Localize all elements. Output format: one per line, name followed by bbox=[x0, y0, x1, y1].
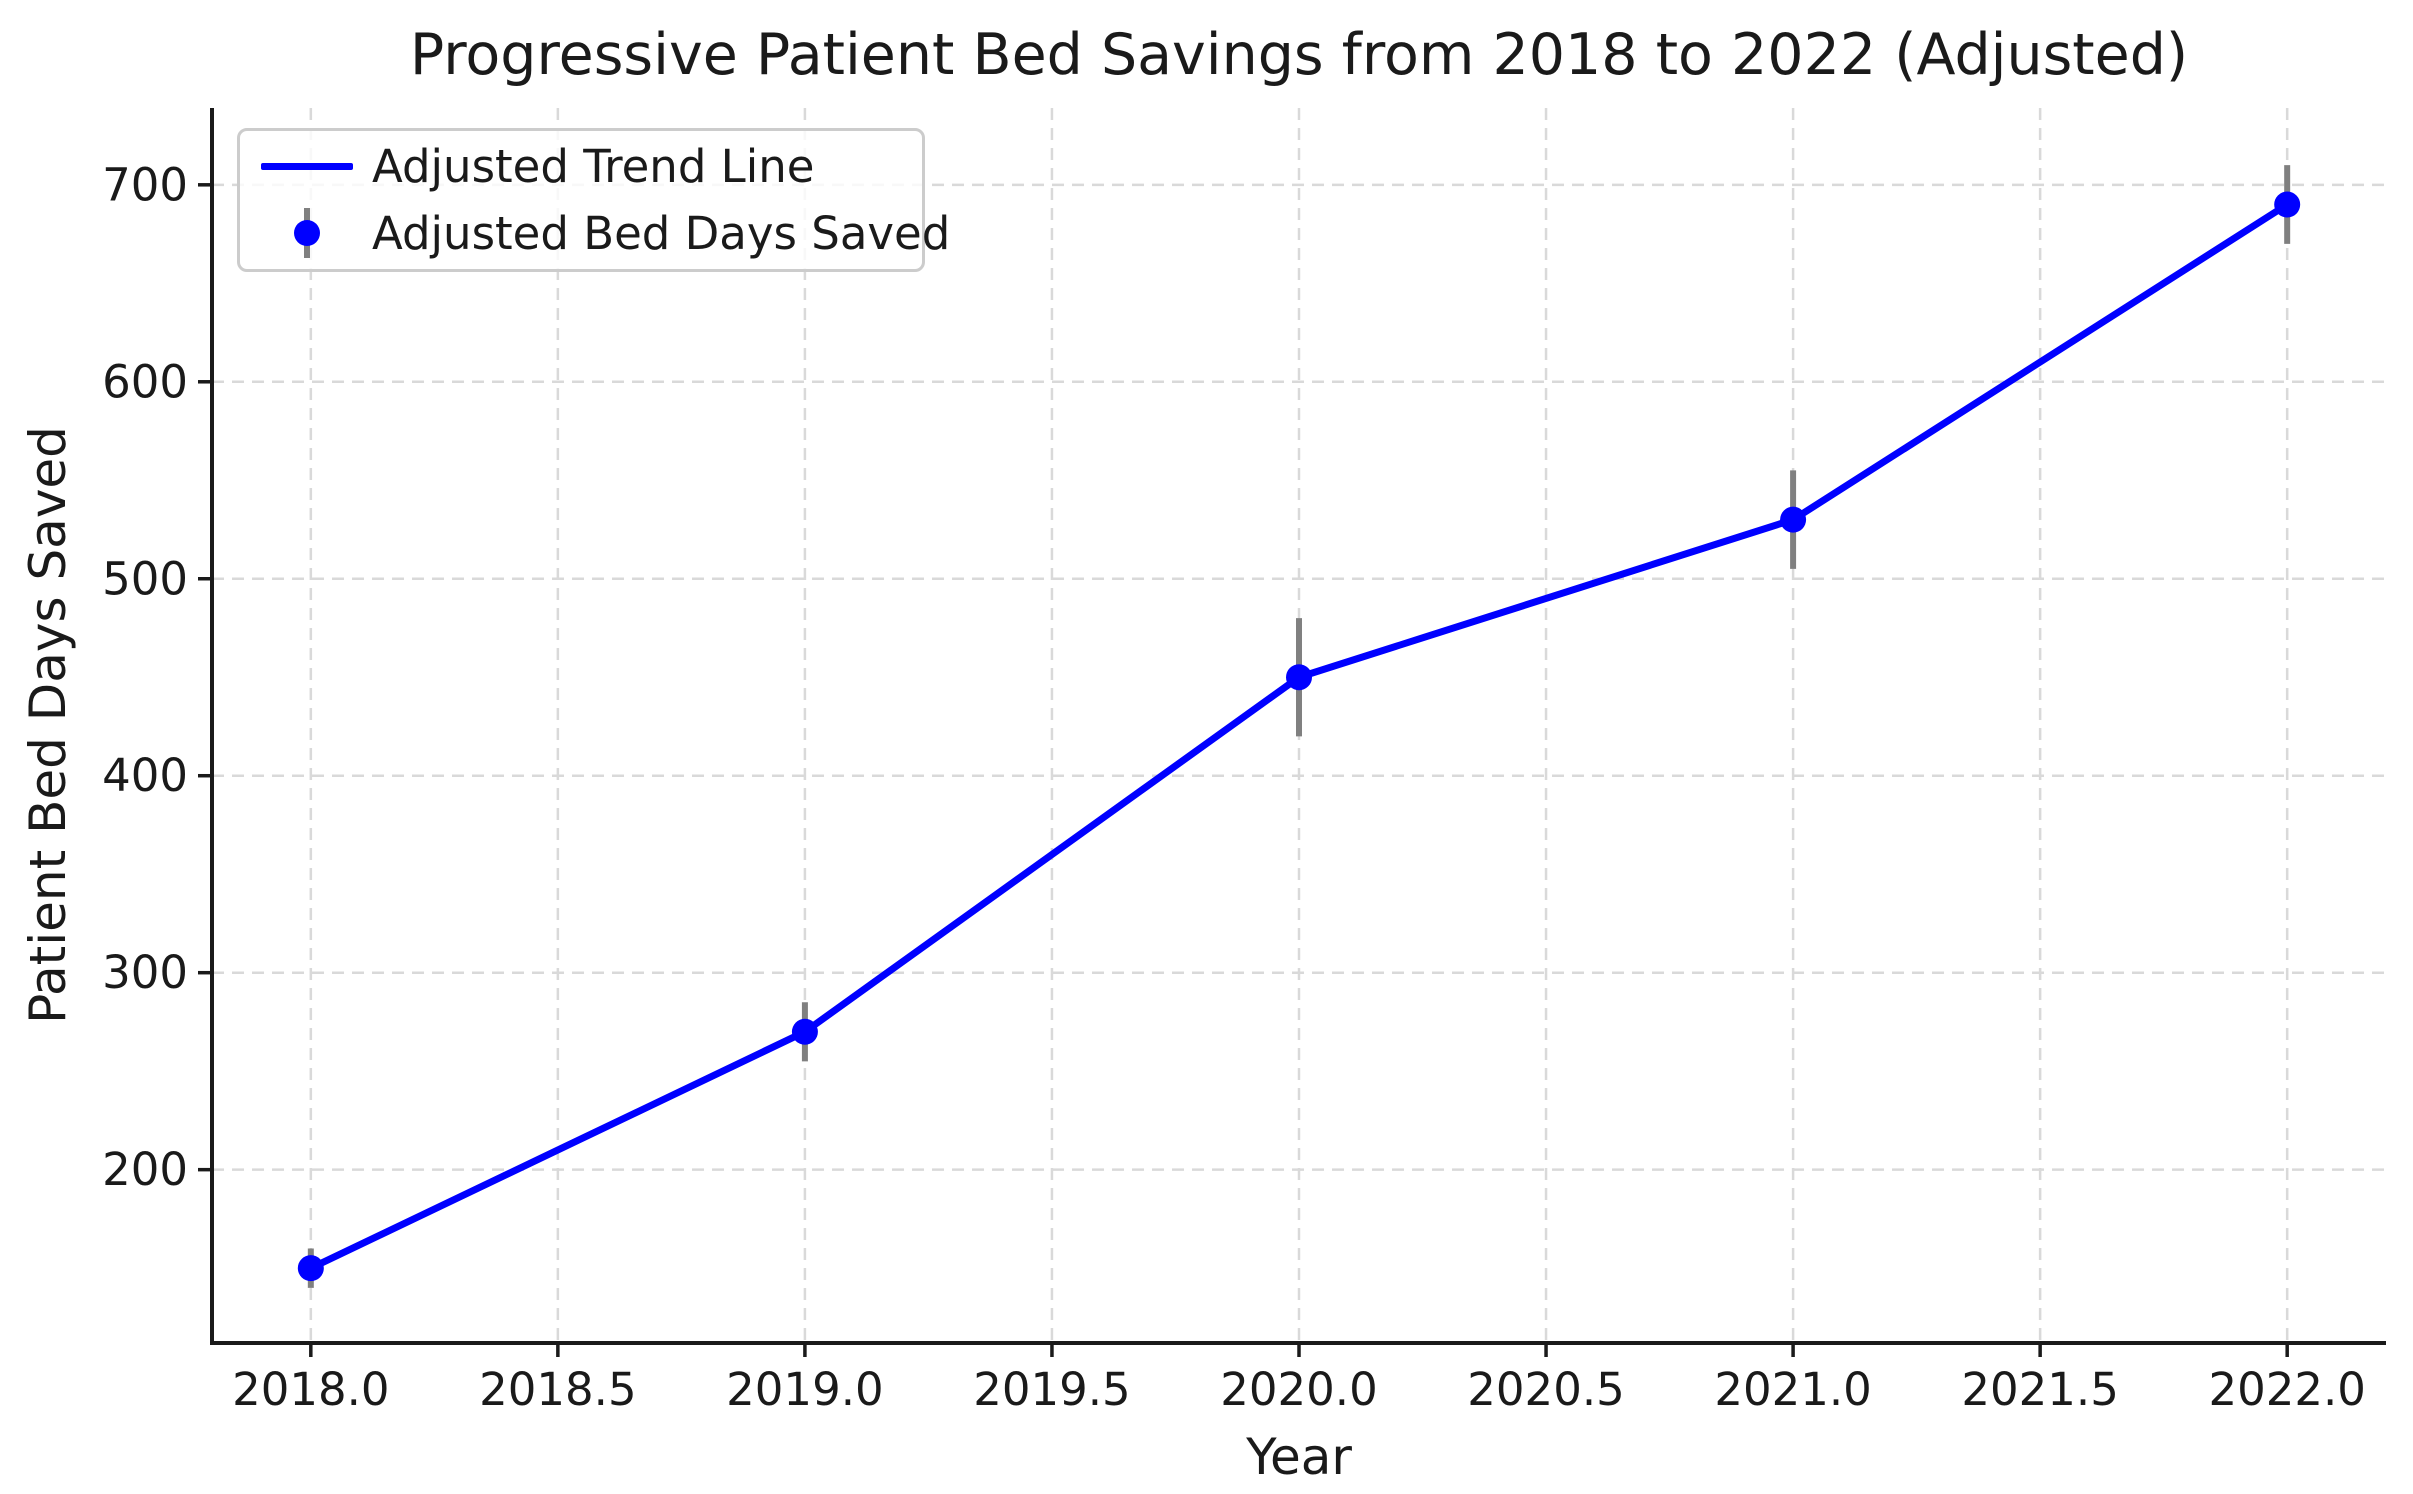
trend-line-swatch bbox=[261, 163, 353, 171]
x-tick-label: 2022.0 bbox=[2208, 1363, 2365, 1416]
y-tick-label: 600 bbox=[102, 355, 188, 408]
legend: Adjusted Trend Line Adjusted Bed Days Sa… bbox=[237, 128, 950, 272]
legend-item-bed-days-saved: Adjusted Bed Days Saved bbox=[240, 202, 950, 264]
x-tick-label: 2018.5 bbox=[479, 1363, 636, 1416]
x-tick-label: 2021.5 bbox=[1961, 1363, 2118, 1416]
legend-label: Adjusted Bed Days Saved bbox=[372, 206, 951, 260]
x-tick-label: 2018.0 bbox=[232, 1363, 389, 1416]
legend-label: Adjusted Trend Line bbox=[372, 140, 815, 194]
marker-swatch bbox=[294, 220, 320, 247]
x-axis-label: Year bbox=[1246, 1428, 1352, 1486]
y-tick-label: 300 bbox=[102, 946, 188, 999]
data-point-marker bbox=[2274, 191, 2301, 218]
y-tick-label: 500 bbox=[102, 552, 188, 605]
data-point-marker bbox=[297, 1255, 324, 1282]
data-point-marker bbox=[1780, 506, 1807, 533]
y-axis-label: Patient Bed Days Saved bbox=[19, 426, 77, 1024]
legend-item-trend-line: Adjusted Trend Line bbox=[240, 136, 922, 198]
x-tick-label: 2020.0 bbox=[1220, 1363, 1377, 1416]
x-tick-label: 2020.5 bbox=[1467, 1363, 1624, 1416]
x-tick-label: 2019.5 bbox=[973, 1363, 1130, 1416]
y-tick-label: 400 bbox=[102, 749, 188, 802]
y-tick-label: 700 bbox=[102, 158, 188, 211]
data-point-marker bbox=[791, 1018, 818, 1045]
errorbar-marker-swatch bbox=[261, 202, 353, 264]
x-tick-label: 2019.0 bbox=[726, 1363, 883, 1416]
chart-title: Progressive Patient Bed Savings from 201… bbox=[409, 22, 2189, 88]
x-tick-label: 2021.0 bbox=[1714, 1363, 1871, 1416]
legend-marker-sample bbox=[252, 202, 362, 264]
legend-line-sample bbox=[252, 136, 362, 198]
data-point-marker bbox=[1286, 664, 1312, 691]
y-tick-label: 200 bbox=[102, 1143, 188, 1196]
